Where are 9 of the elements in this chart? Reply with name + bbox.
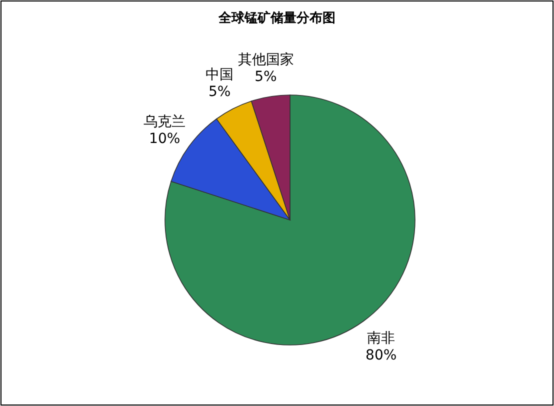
data-label: 80%: [366, 347, 397, 364]
slice-label: 中国: [206, 66, 234, 83]
data-label: 5%: [208, 84, 231, 100]
slice-label: 南非: [367, 330, 396, 346]
slice-label: 乌克兰: [144, 114, 186, 130]
data-label: 5%: [254, 68, 277, 85]
slice-label: 其他国家: [238, 52, 294, 68]
chart-title: 全球锰矿储量分布图: [218, 10, 336, 26]
data-label: 10%: [149, 130, 180, 147]
